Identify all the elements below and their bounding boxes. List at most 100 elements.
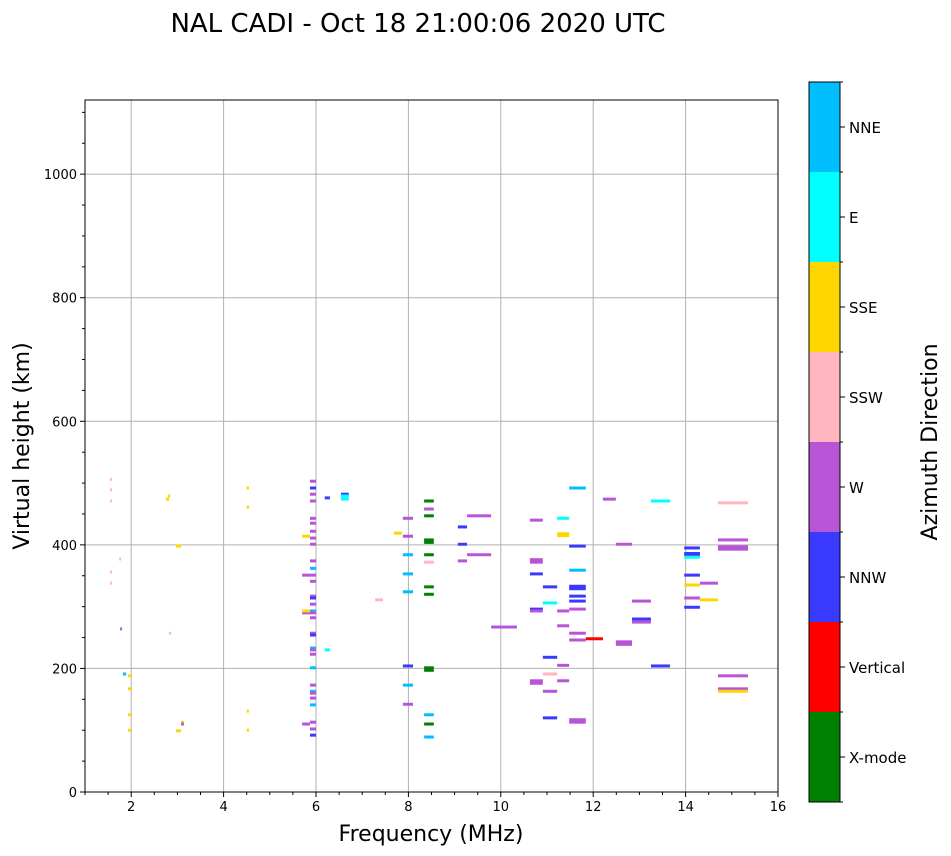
echo-segment-w <box>309 542 316 546</box>
echo-segment-ssw <box>109 570 112 574</box>
echo-segment-w <box>309 696 316 700</box>
echo-segment-x-mode <box>424 722 434 726</box>
echo-segment-x-mode <box>424 499 434 503</box>
echo-segment-w <box>309 691 316 695</box>
echo-segment-w <box>309 727 316 731</box>
echo-segment-e <box>557 516 570 520</box>
echo-segment-ssw <box>109 488 112 492</box>
echo-segment-x-mode <box>424 553 434 557</box>
echo-segment-nnw <box>529 607 543 611</box>
y-tick-label: 1000 <box>44 168 77 183</box>
echo-segment-ssw <box>109 499 112 503</box>
echo-segment-sse <box>127 728 132 732</box>
echo-segment-x-mode <box>424 585 434 589</box>
echo-segment-nne <box>569 568 586 572</box>
echo-segment-nne <box>402 590 414 594</box>
echo-segment-w <box>309 521 316 525</box>
y-axis-ticks: 0 200 400 600 800 1000 <box>44 111 85 801</box>
x-axis-ticks: 2 4 6 8 10 12 14 16 <box>84 792 787 815</box>
echo-segment-w <box>632 620 651 624</box>
echo-segment-w <box>529 518 543 522</box>
echo-segment-w <box>717 538 748 542</box>
colorbar-swatch-w <box>809 442 840 532</box>
echo-segment-w <box>309 579 316 583</box>
echo-segment-vertical <box>585 637 603 641</box>
plot-frame <box>84 99 779 793</box>
echo-segment-sse <box>176 544 182 548</box>
echo-segment-e <box>324 648 330 652</box>
x-tick-label: 12 <box>585 800 602 815</box>
echo-segment-w <box>457 559 468 563</box>
echo-segment-ssw <box>542 672 558 676</box>
x-tick-label: 14 <box>677 800 694 815</box>
echo-segment-nne <box>402 572 414 576</box>
echo-segment-w <box>569 718 586 722</box>
echo-segment-w <box>402 534 414 538</box>
echo-segment-x-mode <box>424 668 434 672</box>
x-tick-label: 2 <box>127 800 135 815</box>
echo-segment-nnw <box>569 544 586 548</box>
echo-segment-e <box>650 499 670 503</box>
colorbar-label-w: W <box>849 479 864 497</box>
echo-segment-w <box>557 609 570 613</box>
echo-segment-w <box>309 516 316 520</box>
echo-segment-w <box>309 559 316 563</box>
echo-segment-nnw <box>457 525 468 529</box>
echo-segment-w <box>467 553 492 557</box>
echo-segment-ssw <box>109 477 112 481</box>
echo-segment-nne <box>402 553 414 557</box>
echo-segment-nnw <box>632 617 651 621</box>
echo-segment-w <box>557 679 570 683</box>
echo-segment-nnw <box>529 572 543 576</box>
echo-segment-nnw <box>650 664 670 668</box>
x-tick-label: 4 <box>219 800 227 815</box>
echo-segment-sse <box>127 713 132 717</box>
x-tick-label: 16 <box>770 800 787 815</box>
echo-segment-ssw <box>375 598 383 602</box>
echo-segment-w <box>467 514 492 518</box>
echo-segment-nnw <box>324 496 330 500</box>
echo-segment-nne <box>309 666 316 670</box>
colorbar-swatch-sse <box>809 262 840 352</box>
echo-segment-sse <box>699 598 718 602</box>
echo-segment-nne <box>309 609 316 613</box>
echo-segment-w <box>717 674 748 678</box>
echo-segment-w <box>309 594 316 598</box>
echo-segment-w <box>181 722 184 726</box>
echo-segment-nnw <box>542 585 558 589</box>
echo-segment-w <box>309 529 316 533</box>
echo-segment-nne <box>424 735 434 739</box>
chart-title: NAL CADI - Oct 18 21:00:06 2020 UTC <box>170 9 665 39</box>
echo-segment-sse <box>302 534 310 538</box>
echo-segment-nne <box>309 566 316 570</box>
y-tick-label: 800 <box>52 292 77 307</box>
echo-segment-ssw <box>169 631 172 635</box>
echo-segment-w <box>569 638 586 642</box>
echo-segment-nnw <box>542 716 558 720</box>
echo-segment-w <box>491 625 517 629</box>
echo-segment-w <box>717 687 748 691</box>
colorbar-swatch-e <box>809 172 840 262</box>
echo-segment-sse <box>127 687 132 691</box>
colorbar-swatch-vertical <box>809 622 840 712</box>
echo-segment-nnw <box>340 492 349 496</box>
echo-segment-w <box>529 560 543 564</box>
echo-segment-sse <box>168 494 171 498</box>
echo-segment-w <box>309 652 316 656</box>
echo-segment-w <box>717 545 748 549</box>
echo-segment-w <box>557 663 570 667</box>
echo-segment-w <box>717 547 748 551</box>
colorbar-label-e: E <box>849 209 858 227</box>
grid-lines <box>85 100 778 792</box>
echo-segment-w <box>529 679 543 683</box>
echo-segment-w <box>569 720 586 724</box>
echo-segment-w <box>309 631 316 635</box>
echo-segment-nne <box>402 683 414 687</box>
echo-segment-nnw <box>309 486 316 490</box>
echo-segment-nnw <box>309 733 316 737</box>
echo-segment-nnw <box>569 594 586 598</box>
y-tick-label: 200 <box>52 662 77 677</box>
echo-segment-nne <box>424 713 434 717</box>
echo-segment-nnw <box>684 573 700 577</box>
echo-segment-w <box>542 689 558 693</box>
